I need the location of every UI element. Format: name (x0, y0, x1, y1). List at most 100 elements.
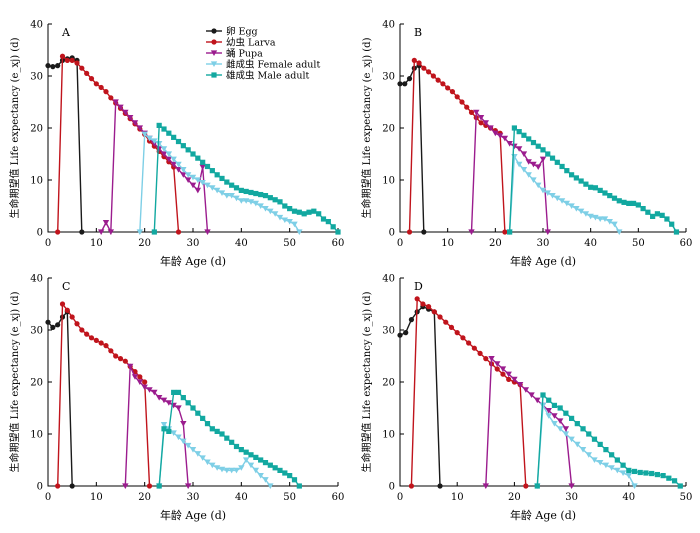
legend-marker (210, 50, 218, 56)
legend-item-egg: 卵 Egg (206, 27, 258, 38)
point-larva (122, 358, 128, 364)
point-pupa (155, 395, 163, 401)
point-larva (483, 356, 489, 362)
point-larva (523, 483, 529, 489)
point-female (233, 467, 240, 474)
point-larva (431, 309, 437, 315)
point-female (556, 426, 564, 432)
point-larva (454, 330, 460, 336)
point-male (564, 168, 570, 174)
point-male (666, 475, 672, 481)
point-female (238, 198, 245, 204)
point-larva (146, 483, 153, 489)
x-tick-label: 30 (565, 492, 578, 503)
x-tick-label: 0 (45, 238, 51, 249)
point-pupa (556, 418, 564, 424)
point-female (530, 177, 537, 183)
point-pupa (107, 229, 115, 235)
point-male (214, 428, 220, 434)
point-male (253, 190, 259, 197)
point-pupa (170, 161, 177, 168)
point-larva (84, 331, 90, 337)
point-male (262, 193, 269, 199)
series-male (534, 392, 683, 489)
point-female (223, 467, 231, 474)
series-egg (397, 304, 443, 489)
point-larva (108, 95, 114, 101)
point-female (592, 214, 599, 221)
point-larva (440, 81, 446, 87)
point-larva (74, 60, 80, 66)
point-male (616, 198, 622, 204)
point-larva (416, 60, 422, 66)
legend-marker (211, 39, 217, 45)
point-male (229, 439, 235, 445)
point-female (296, 229, 303, 235)
point-larva (426, 304, 432, 310)
point-male (224, 435, 230, 441)
point-male (635, 202, 641, 208)
point-pupa (534, 397, 541, 404)
x-tick-label: 20 (508, 492, 521, 503)
legend-label: 幼虫 Larva (226, 37, 276, 49)
point-female (155, 141, 163, 147)
point-female (549, 193, 556, 199)
point-egg (55, 322, 61, 328)
point-male (291, 208, 298, 214)
legend-label: 蛹 Pupa (226, 49, 263, 60)
point-female (515, 161, 523, 168)
series-line-pupa (470, 110, 549, 233)
point-female (189, 447, 197, 453)
point-pupa (165, 156, 173, 163)
point-male (195, 155, 201, 161)
y-tick-label: 30 (382, 326, 395, 337)
point-pupa (520, 151, 528, 157)
point-female (252, 200, 260, 207)
point-male (248, 452, 254, 458)
point-female (608, 465, 615, 471)
point-male (559, 163, 565, 170)
point-pupa (175, 167, 182, 173)
point-larva (468, 109, 475, 115)
point-female (209, 462, 216, 469)
y-tick-label: 20 (30, 124, 43, 135)
point-female (267, 483, 274, 489)
point-female (151, 138, 158, 144)
point-female (218, 190, 226, 196)
x-tick-label: 10 (441, 238, 454, 249)
y-tick-label: 40 (30, 20, 43, 31)
point-female (180, 438, 187, 445)
x-tick-label: 50 (283, 238, 296, 249)
point-male (195, 410, 201, 416)
axes (399, 278, 686, 487)
point-female (625, 473, 632, 479)
point-pupa (131, 120, 139, 126)
point-male (614, 457, 620, 463)
point-male (569, 415, 575, 421)
axes (47, 24, 338, 233)
point-female (276, 214, 284, 221)
point-female (247, 199, 255, 205)
point-male (219, 431, 225, 437)
point-male (669, 221, 675, 227)
point-pupa (146, 387, 153, 393)
point-female (291, 221, 298, 228)
y-tick-label: 0 (37, 228, 43, 239)
point-larva (437, 314, 443, 320)
point-female (165, 151, 173, 157)
legend-item-pupa: 蛹 Pupa (206, 49, 263, 60)
point-pupa (102, 220, 110, 226)
point-male (156, 122, 162, 128)
point-female (223, 193, 231, 199)
point-pupa (482, 483, 489, 489)
series-line-egg (47, 57, 83, 233)
point-female (136, 229, 144, 235)
x-tick-label: 60 (332, 492, 345, 503)
point-male (597, 441, 603, 447)
y-tick-label: 40 (382, 274, 395, 285)
point-larva (79, 65, 85, 71)
point-larva (460, 335, 466, 341)
point-female (563, 200, 571, 207)
point-male (645, 209, 651, 215)
